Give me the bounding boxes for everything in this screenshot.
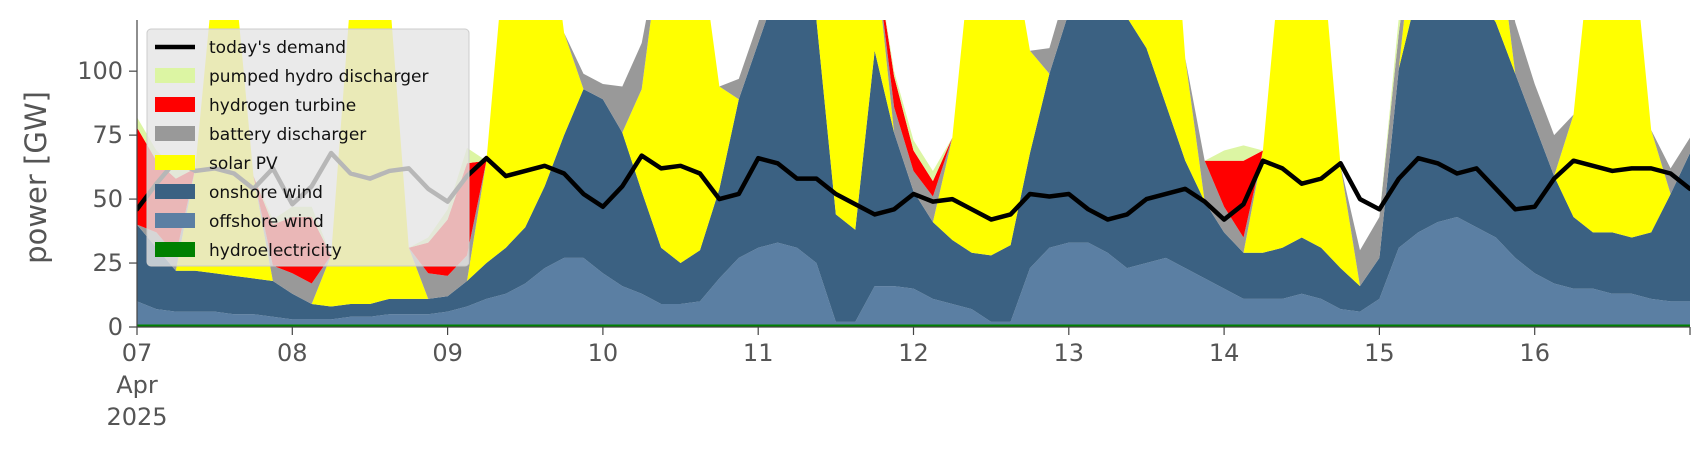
area-battery-discharger — [137, 20, 1690, 304]
x-tick-label: 12 — [898, 339, 929, 367]
x-tick-label: 07 — [122, 339, 153, 367]
x-tick-label: 09 — [432, 339, 463, 367]
legend: today's demand pumped hydro discharger hyd… — [146, 28, 470, 267]
legend-label-solar-pv: solar PV — [209, 154, 278, 174]
legend-swatch-solar-pv — [155, 155, 195, 170]
area-solar-pv — [137, 20, 1690, 307]
legend-swatch-hydrogen-turbine — [155, 97, 195, 112]
area-offshore-wind — [137, 216, 1690, 325]
legend-label-hydroelectricity: hydroelectricity — [209, 241, 342, 261]
x-tick-label: 14 — [1209, 339, 1240, 367]
y-tick-label: 75 — [92, 121, 123, 149]
legend-swatch-offshore-wind — [155, 213, 195, 228]
x-tick-sublabel: 2025 — [106, 403, 167, 431]
x-tick-label: 15 — [1364, 339, 1395, 367]
area-hydroelectricity — [137, 324, 1690, 327]
legend-label-pumped-hydro-discharger: pumped hydro discharger — [209, 67, 428, 87]
y-tick-label: 100 — [77, 57, 123, 85]
x-tick-label: 08 — [277, 339, 308, 367]
legend-label-today-s-demand: today's demand — [209, 38, 346, 58]
y-axis-label: power [GW] — [19, 91, 53, 264]
y-tick-label: 50 — [92, 185, 123, 213]
y-tick-label: 25 — [92, 249, 123, 277]
legend-label-onshore-wind: onshore wind — [209, 183, 323, 203]
stacked-areas — [137, 20, 1690, 327]
x-tick-sublabel: Apr — [116, 371, 158, 399]
y-tick-label: 0 — [108, 313, 123, 341]
legend-label-battery-discharger: battery discharger — [209, 125, 366, 145]
area-hydrogen-turbine — [137, 20, 1690, 284]
x-tick-label: 10 — [588, 339, 619, 367]
x-tick-label: 16 — [1519, 339, 1550, 367]
legend-swatch-pumped-hydro-discharger — [155, 68, 195, 83]
legend-box — [146, 28, 470, 267]
legend-label-offshore-wind: offshore wind — [209, 212, 324, 232]
axes: 0 25 50 75 100 07 Apr 2025 08 09 10 11 12 13 14 15 16 pow… — [19, 20, 1691, 431]
legend-swatch-battery-discharger — [155, 126, 195, 141]
legend-swatch-onshore-wind — [155, 184, 195, 199]
x-tick-label: 13 — [1054, 339, 1085, 367]
area-onshore-wind — [137, 20, 1690, 322]
legend-label-hydrogen-turbine: hydrogen turbine — [209, 96, 356, 116]
legend-swatch-hydroelectricity — [155, 242, 195, 257]
x-tick-label: 11 — [743, 339, 774, 367]
